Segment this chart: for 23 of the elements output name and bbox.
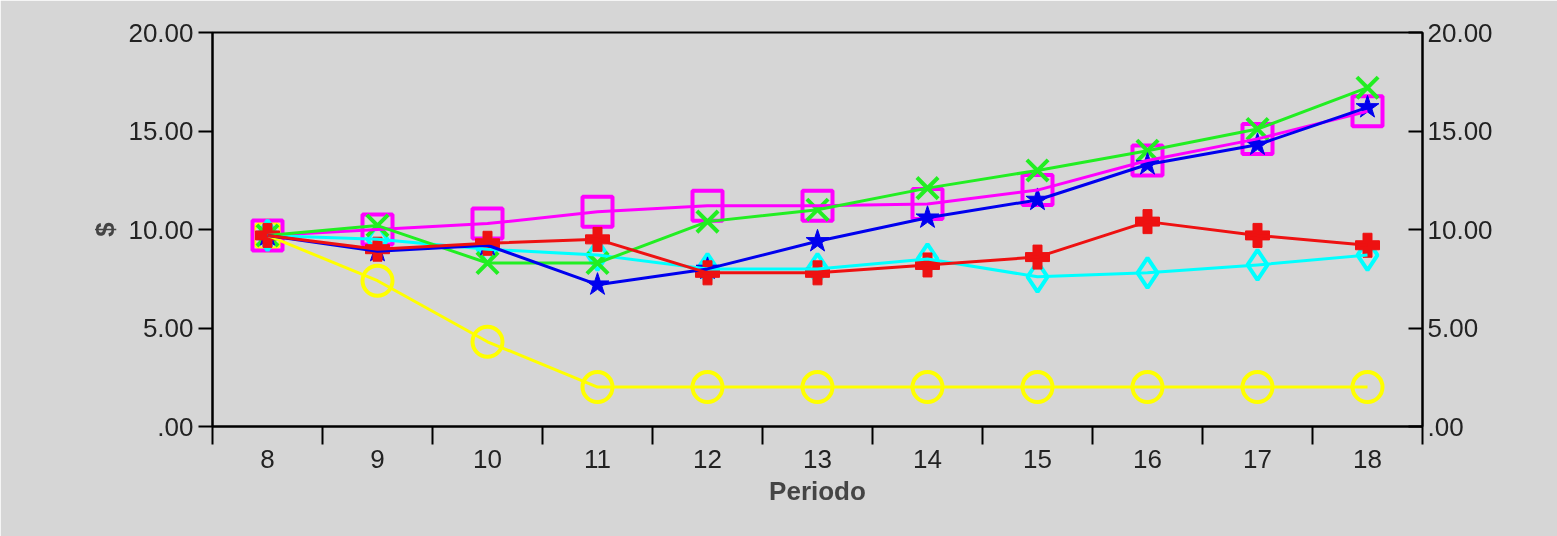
x-tick-label: 11 bbox=[584, 443, 611, 474]
x-tick-label: 16 bbox=[1133, 443, 1162, 474]
y-tick-label: 20.00 bbox=[128, 17, 194, 48]
x-tick-label: 9 bbox=[370, 443, 385, 474]
x-tick-label: 14 bbox=[913, 443, 942, 474]
y2-tick-label: 20.00 bbox=[1427, 17, 1493, 48]
x-tick-label: 17 bbox=[1243, 443, 1272, 474]
x-tick-label: 8 bbox=[260, 443, 275, 474]
y2-tick-label: 15.00 bbox=[1427, 116, 1493, 146]
x-tick-label: 15 bbox=[1023, 443, 1052, 474]
y2-tick-label: 10.00 bbox=[1427, 214, 1493, 245]
y-tick-label: 15.00 bbox=[128, 116, 194, 146]
x-tick-label: 10 bbox=[473, 443, 502, 474]
y-axis-title: $ bbox=[90, 221, 121, 237]
x-tick-label: 13 bbox=[803, 443, 832, 474]
y2-tick-label: 5.00 bbox=[1427, 313, 1479, 343]
y-tick-label: 5.00 bbox=[142, 313, 194, 343]
y-tick-label: 10.00 bbox=[128, 214, 194, 245]
y-tick-label: .00 bbox=[157, 411, 194, 442]
x-axis-title: Periodo bbox=[769, 475, 866, 506]
x-tick-label: 18 bbox=[1353, 443, 1382, 474]
x-tick-label: 12 bbox=[693, 443, 722, 474]
y2-tick-label: .00 bbox=[1427, 411, 1464, 442]
